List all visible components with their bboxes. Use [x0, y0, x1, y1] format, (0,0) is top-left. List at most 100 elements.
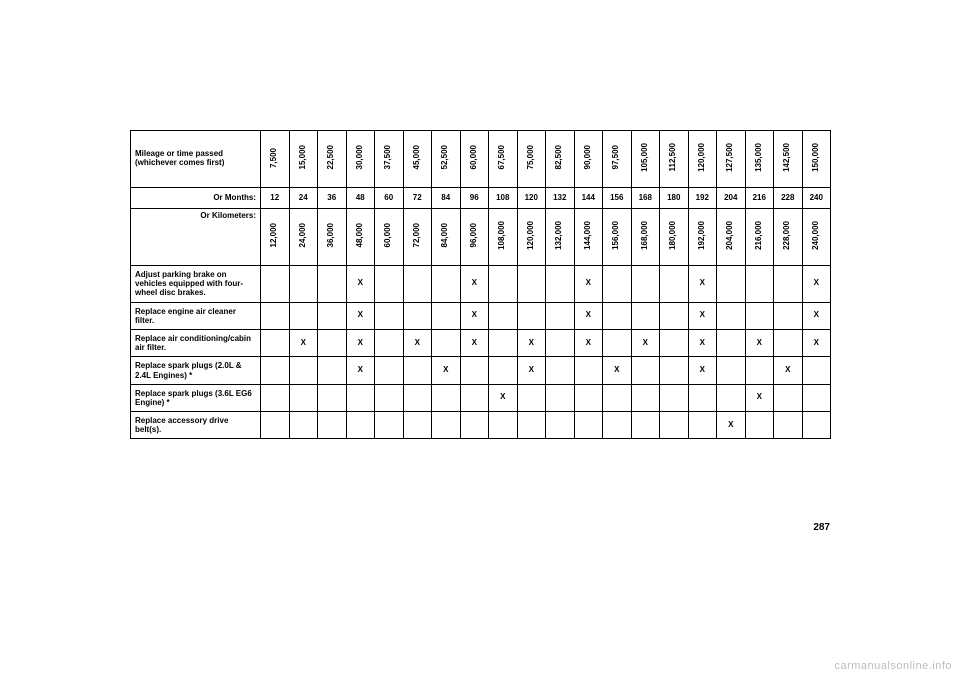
months-value: 156: [603, 188, 632, 209]
task-mark: X: [403, 329, 432, 356]
task-mark: [460, 384, 489, 411]
task-mark: [603, 329, 632, 356]
task-mark: [375, 266, 404, 303]
km-value: 132,000: [546, 209, 575, 266]
task-mark: [489, 412, 518, 439]
mileage-value: 127,500: [717, 131, 746, 188]
months-value: 144: [574, 188, 603, 209]
task-mark: [318, 384, 347, 411]
task-row: Replace spark plugs (3.6L EG6 Engine) * …: [131, 384, 831, 411]
task-mark: [460, 357, 489, 384]
maintenance-schedule-page: Mileage or time passed (whichever comes …: [130, 130, 830, 439]
task-mark: X: [802, 329, 831, 356]
task-mark: [631, 384, 660, 411]
mileage-value: 142,500: [774, 131, 803, 188]
task-mark: [432, 266, 461, 303]
task-mark: [289, 357, 318, 384]
task-mark: X: [688, 266, 717, 303]
task-row: Replace engine air cleaner filter. X X X…: [131, 302, 831, 329]
task-mark: X: [717, 412, 746, 439]
task-mark: [603, 302, 632, 329]
task-mark: [774, 384, 803, 411]
task-mark: [403, 302, 432, 329]
task-mark: X: [517, 329, 546, 356]
mileage-value: 112,500: [660, 131, 689, 188]
task-mark: [574, 384, 603, 411]
task-mark: [717, 384, 746, 411]
km-value: 144,000: [574, 209, 603, 266]
watermark-text: carmanualsonline.info: [834, 660, 952, 672]
km-value: 12,000: [261, 209, 290, 266]
task-mark: [603, 266, 632, 303]
task-mark: X: [517, 357, 546, 384]
task-mark: [261, 357, 290, 384]
months-value: 60: [375, 188, 404, 209]
task-mark: [432, 384, 461, 411]
task-mark: [688, 412, 717, 439]
km-value: 72,000: [403, 209, 432, 266]
months-value: 48: [346, 188, 375, 209]
task-mark: [546, 302, 575, 329]
task-mark: X: [574, 266, 603, 303]
task-mark: [774, 302, 803, 329]
months-value: 228: [774, 188, 803, 209]
task-row: Adjust parking brake on vehicles equippe…: [131, 266, 831, 303]
task-mark: X: [346, 329, 375, 356]
task-mark: [660, 384, 689, 411]
task-mark: X: [774, 357, 803, 384]
task-mark: [660, 302, 689, 329]
task-mark: [717, 357, 746, 384]
task-mark: [489, 329, 518, 356]
months-label: Or Months:: [131, 188, 261, 209]
task-mark: X: [460, 329, 489, 356]
task-mark: X: [574, 302, 603, 329]
mileage-value: 52,500: [432, 131, 461, 188]
task-mark: X: [346, 302, 375, 329]
task-mark: [375, 302, 404, 329]
maintenance-schedule-table: Mileage or time passed (whichever comes …: [130, 130, 831, 439]
task-mark: [289, 302, 318, 329]
months-value: 24: [289, 188, 318, 209]
task-label: Adjust parking brake on vehicles equippe…: [131, 266, 261, 303]
task-mark: [574, 412, 603, 439]
task-mark: [261, 266, 290, 303]
task-mark: [517, 384, 546, 411]
task-mark: [546, 266, 575, 303]
task-mark: X: [745, 384, 774, 411]
task-mark: [660, 329, 689, 356]
task-mark: [603, 412, 632, 439]
task-mark: [403, 357, 432, 384]
mileage-value: 120,000: [688, 131, 717, 188]
task-mark: [517, 412, 546, 439]
mileage-value: 7,500: [261, 131, 290, 188]
months-value: 96: [460, 188, 489, 209]
km-value: 36,000: [318, 209, 347, 266]
task-mark: [346, 412, 375, 439]
mileage-value: 67,500: [489, 131, 518, 188]
km-value: 84,000: [432, 209, 461, 266]
task-mark: [774, 329, 803, 356]
page-number: 287: [813, 522, 830, 533]
task-mark: [489, 302, 518, 329]
km-value: 216,000: [745, 209, 774, 266]
months-value: 12: [261, 188, 290, 209]
task-row: Replace spark plugs (2.0L & 2.4L Engines…: [131, 357, 831, 384]
task-mark: [403, 266, 432, 303]
task-mark: [318, 302, 347, 329]
task-mark: [546, 329, 575, 356]
km-value: 156,000: [603, 209, 632, 266]
task-mark: [489, 266, 518, 303]
task-mark: [318, 357, 347, 384]
task-label: Replace engine air cleaner filter.: [131, 302, 261, 329]
task-mark: [546, 357, 575, 384]
task-mark: [603, 384, 632, 411]
months-value: 120: [517, 188, 546, 209]
mileage-value: 75,000: [517, 131, 546, 188]
months-value: 240: [802, 188, 831, 209]
task-mark: [631, 412, 660, 439]
task-mark: X: [603, 357, 632, 384]
task-mark: [546, 384, 575, 411]
task-mark: [717, 329, 746, 356]
task-mark: [460, 412, 489, 439]
months-value: 132: [546, 188, 575, 209]
